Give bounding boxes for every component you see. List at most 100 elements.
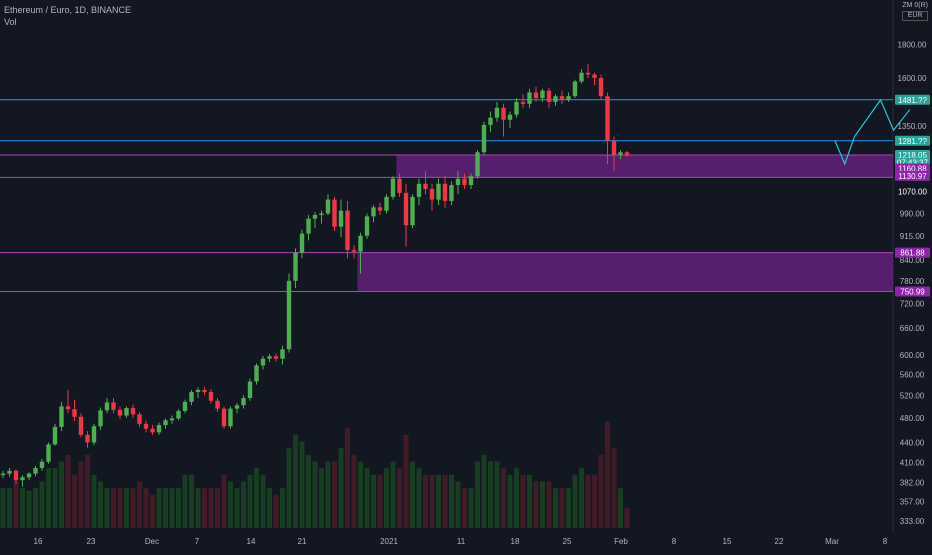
candle-body [72,409,77,417]
candle-body [410,196,415,226]
candle-body [98,410,103,427]
candle-body [286,280,292,350]
price-label-bg [895,186,930,197]
x-tick-label: 8 [672,537,677,546]
x-tick-label: 2021 [380,537,398,546]
volume-bar [104,488,110,528]
volume-bar [455,481,461,528]
candle-body [254,365,259,382]
volume-bar [0,488,6,528]
volume-bar [13,481,19,528]
volume-bar [260,474,266,528]
candle-body [85,434,90,443]
volume-bar [312,461,318,528]
volume-bar [371,474,376,528]
candle-body [163,420,168,426]
candle-body [273,356,279,359]
candle-body [280,349,285,359]
volume-bar [52,468,58,528]
candle-body [0,473,6,476]
y-tick-label: 410.00 [900,458,925,467]
candle-body [507,114,513,120]
volume-bar [234,488,240,528]
price-label: 1160.88 [898,165,927,174]
volume-bar [72,474,77,528]
volume-bar [442,474,448,528]
volume-bar [130,488,136,528]
volume-bar [416,468,422,528]
candle-body [345,210,350,250]
candle-body [592,74,597,78]
volume-bar [507,474,513,528]
volume-bar [98,481,103,528]
volume-bar [488,461,493,528]
candle-body [332,199,337,227]
volume-bar [403,434,409,528]
candle-body [137,414,142,424]
candle-body [533,92,539,99]
candle-body [325,199,331,214]
volume-bar [624,508,630,528]
candle-body [462,178,467,186]
y-tick-label: 780.00 [900,277,925,286]
x-tick-label: 11 [457,537,466,546]
volume-bar [605,421,610,528]
candle-body [306,218,311,234]
candle-body [351,249,357,252]
y-tick-label: 520.00 [900,391,925,400]
price-label-bg [895,149,930,160]
volume-bar [26,490,32,528]
candle-body [241,398,246,406]
volume-bar [7,488,12,528]
candle-body [377,207,383,211]
support-zone [357,252,893,292]
candle-body [312,214,318,219]
price-label-bg [895,94,930,105]
x-tick-label: 7 [195,537,200,546]
volume-bar [514,468,519,528]
candle-body [475,152,480,177]
x-tick-label: 14 [247,537,256,546]
volume-bar [351,454,357,528]
currency-label: EUR [902,11,928,21]
volume-bar [33,488,38,528]
support-zone [396,154,893,178]
candle-body [364,216,370,236]
candle-body [46,444,51,462]
volume-bar [390,461,396,528]
volume-bar [592,474,597,528]
candle-body [20,477,25,481]
currency-unit[interactable]: ZM 0(R) EUR [902,2,928,21]
candle-body [371,207,376,217]
x-tick-label: 23 [87,537,96,546]
candle-body [299,233,305,253]
volume-bar [546,481,552,528]
candle-body [150,428,155,433]
volume-bar [182,474,188,528]
candle-body [293,252,298,281]
volume-bar [520,474,526,528]
volume-bar [59,461,64,528]
price-label: 07:43:37 [897,159,929,168]
price-label: 861.88 [900,249,925,258]
candle-body [130,408,136,415]
volume-bar [208,488,214,528]
candle-body [559,96,565,100]
candle-body [26,473,32,478]
volume-bar [364,468,370,528]
volume-bar [585,474,591,528]
volume-bar [468,488,474,528]
x-tick-label: 8 [883,537,888,546]
volume-bar [579,468,584,528]
volume-bar [221,474,227,528]
candle-body [202,389,207,393]
volume-bar [267,488,272,528]
volume-bar [559,488,565,528]
x-tick-label: Dec [145,537,159,546]
volume-bar [306,454,311,528]
candle-body [520,101,526,104]
volume-bar [410,461,415,528]
volume-bar [462,488,467,528]
